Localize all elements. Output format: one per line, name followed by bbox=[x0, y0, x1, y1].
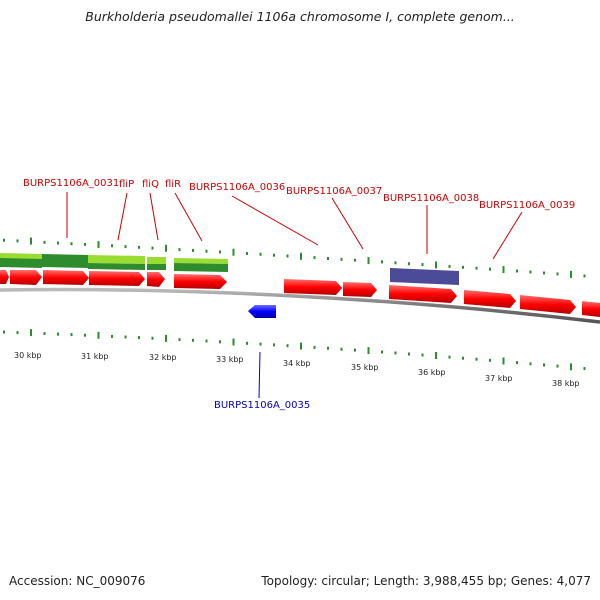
scale-label: 30 kbp bbox=[14, 351, 42, 360]
forward-cds-track bbox=[0, 270, 600, 317]
gene-label[interactable]: BURPS1106A_0031 bbox=[23, 178, 119, 189]
callout-line-reverse bbox=[258, 351, 261, 399]
scale-label: 37 kbp bbox=[485, 374, 513, 383]
cds-arrow[interactable] bbox=[520, 295, 576, 314]
cds-arrow-reverse[interactable] bbox=[248, 305, 276, 318]
cds-arrow[interactable] bbox=[284, 279, 342, 295]
cds-arrow[interactable] bbox=[174, 274, 227, 289]
scale-labels: 30 kbp 31 kbp 32 kbp 33 kbp 34 kbp 35 kb… bbox=[14, 351, 580, 388]
gene-block[interactable] bbox=[174, 258, 228, 264]
gene-label[interactable]: fliR bbox=[165, 179, 181, 190]
scale-label: 32 kbp bbox=[149, 353, 177, 362]
gene-block[interactable] bbox=[42, 254, 88, 268]
cds-arrow[interactable] bbox=[43, 270, 89, 285]
gene-label[interactable]: fliP bbox=[119, 179, 134, 190]
gene-label-reverse[interactable]: BURPS1106A_0035 bbox=[214, 400, 310, 411]
scale-label: 35 kbp bbox=[351, 363, 379, 372]
gene-label[interactable]: BURPS1106A_0037 bbox=[286, 186, 382, 197]
gene-block[interactable] bbox=[147, 257, 166, 264]
map-title: Burkholderia pseudomallei 1106a chromoso… bbox=[85, 9, 515, 24]
gene-track-green bbox=[0, 253, 228, 272]
cds-arrow[interactable] bbox=[343, 282, 377, 297]
gene-block[interactable] bbox=[0, 258, 42, 268]
scale-label: 31 kbp bbox=[81, 352, 109, 361]
gene-label[interactable]: BURPS1106A_0036 bbox=[189, 182, 285, 193]
scale-label: 33 kbp bbox=[216, 355, 244, 364]
scale-label: 34 kbp bbox=[283, 359, 311, 368]
cds-arrow[interactable] bbox=[464, 290, 516, 308]
accession-text: Accession: NC_009076 bbox=[9, 574, 146, 588]
gene-block-purple[interactable] bbox=[390, 268, 459, 285]
gene-block[interactable] bbox=[88, 255, 145, 264]
cds-arrow[interactable] bbox=[0, 270, 9, 284]
gene-block[interactable] bbox=[174, 263, 228, 272]
cds-arrow[interactable] bbox=[389, 285, 457, 303]
callout-lines bbox=[66, 192, 523, 260]
gene-label[interactable]: BURPS1106A_0038 bbox=[383, 193, 479, 204]
lower-tick-track bbox=[3, 329, 586, 371]
upper-tick-track bbox=[3, 237, 586, 278]
topology-summary: Topology: circular; Length: 3,988,455 bp… bbox=[261, 574, 591, 588]
forward-gene-labels: BURPS1106A_0031 fliP fliQ fliR BURPS1106… bbox=[23, 178, 575, 211]
scale-label: 38 kbp bbox=[552, 379, 580, 388]
cds-arrow[interactable] bbox=[89, 271, 145, 286]
scale-label: 36 kbp bbox=[418, 368, 446, 377]
genome-backbone bbox=[0, 287, 600, 324]
cds-arrow[interactable] bbox=[582, 301, 600, 317]
gene-label[interactable]: fliQ bbox=[142, 179, 159, 190]
gene-block[interactable] bbox=[88, 263, 145, 270]
cds-arrow[interactable] bbox=[10, 270, 42, 285]
cds-arrow[interactable] bbox=[147, 272, 165, 287]
gene-label[interactable]: BURPS1106A_0039 bbox=[479, 200, 575, 211]
gene-block[interactable] bbox=[147, 264, 166, 270]
